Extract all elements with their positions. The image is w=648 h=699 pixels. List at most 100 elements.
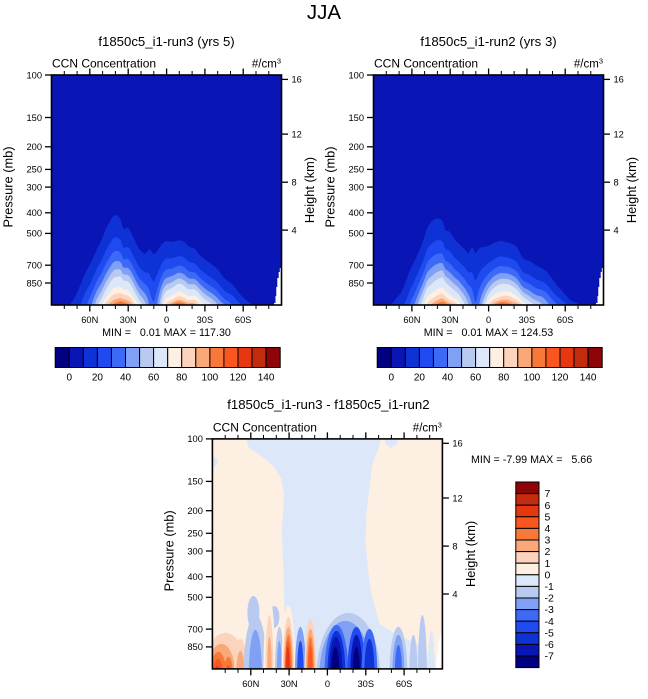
svg-text:Pressure (mb): Pressure (mb) — [1, 146, 16, 227]
svg-text:200: 200 — [348, 142, 364, 152]
svg-text:140: 140 — [258, 373, 275, 384]
svg-text:#/cm3: #/cm3 — [413, 420, 442, 434]
svg-text:f1850c5_i1-run3 (yrs 5): f1850c5_i1-run3 (yrs 5) — [98, 34, 234, 49]
svg-text:30N: 30N — [281, 679, 298, 689]
svg-text:60: 60 — [470, 373, 482, 384]
svg-text:-7: -7 — [545, 651, 554, 663]
svg-text:#/cm3: #/cm3 — [574, 57, 603, 71]
svg-text:0: 0 — [325, 679, 330, 689]
svg-text:60S: 60S — [396, 679, 413, 689]
svg-text:12: 12 — [292, 129, 302, 139]
svg-text:400: 400 — [348, 208, 364, 218]
svg-text:300: 300 — [26, 182, 42, 192]
svg-text:CCN Concentration: CCN Concentration — [213, 420, 317, 434]
svg-text:500: 500 — [26, 229, 42, 239]
svg-text:0: 0 — [389, 373, 395, 384]
svg-text:700: 700 — [187, 624, 203, 634]
svg-text:100: 100 — [26, 70, 42, 80]
svg-text:5: 5 — [545, 511, 551, 523]
svg-text:60N: 60N — [403, 315, 420, 325]
svg-text:JJA: JJA — [307, 1, 342, 24]
svg-text:16: 16 — [292, 75, 302, 85]
svg-text:120: 120 — [552, 373, 569, 384]
svg-text:30S: 30S — [358, 679, 375, 689]
svg-text:200: 200 — [187, 506, 203, 516]
svg-text:60S: 60S — [557, 315, 574, 325]
svg-text:500: 500 — [348, 229, 364, 239]
svg-text:30S: 30S — [197, 315, 214, 325]
svg-text:0: 0 — [486, 315, 491, 325]
svg-text:8: 8 — [292, 178, 297, 188]
svg-text:Height (km): Height (km) — [624, 157, 639, 223]
svg-text:8: 8 — [614, 178, 619, 188]
svg-text:40: 40 — [442, 373, 454, 384]
svg-text:250: 250 — [348, 165, 364, 175]
svg-text:MIN = -7.99 MAX = 5.66: MIN = -7.99 MAX = 5.66 — [471, 454, 592, 466]
svg-text:80: 80 — [498, 373, 510, 384]
svg-text:60N: 60N — [81, 315, 98, 325]
svg-text:Height (km): Height (km) — [302, 157, 317, 223]
svg-text:20: 20 — [92, 373, 104, 384]
svg-text:-3: -3 — [545, 604, 554, 616]
svg-text:250: 250 — [187, 529, 203, 539]
svg-text:0: 0 — [164, 315, 169, 325]
svg-text:150: 150 — [187, 477, 203, 487]
svg-text:30N: 30N — [442, 315, 459, 325]
svg-text:100: 100 — [524, 373, 541, 384]
svg-text:f1850c5_i1-run2 (yrs 3): f1850c5_i1-run2 (yrs 3) — [420, 34, 556, 49]
svg-text:40: 40 — [120, 373, 132, 384]
svg-text:140: 140 — [580, 373, 597, 384]
svg-text:300: 300 — [187, 546, 203, 556]
svg-text:850: 850 — [348, 278, 364, 288]
svg-text:12: 12 — [614, 129, 624, 139]
svg-text:4: 4 — [614, 225, 619, 235]
svg-text:-5: -5 — [545, 627, 554, 639]
svg-text:1: 1 — [545, 558, 551, 570]
svg-text:250: 250 — [26, 165, 42, 175]
svg-text:-1: -1 — [545, 581, 554, 593]
svg-text:-4: -4 — [545, 616, 554, 628]
svg-text:3: 3 — [545, 535, 551, 547]
svg-text:850: 850 — [26, 278, 42, 288]
svg-text:300: 300 — [348, 182, 364, 192]
svg-text:200: 200 — [26, 142, 42, 152]
svg-text:700: 700 — [348, 261, 364, 271]
svg-text:8: 8 — [452, 541, 457, 551]
svg-text:120: 120 — [230, 373, 247, 384]
svg-text:Pressure (mb): Pressure (mb) — [161, 510, 176, 591]
svg-text:16: 16 — [614, 75, 624, 85]
svg-text:400: 400 — [187, 572, 203, 582]
svg-text:Height (km): Height (km) — [463, 521, 478, 587]
svg-text:#/cm3: #/cm3 — [252, 57, 281, 71]
svg-text:4: 4 — [452, 589, 457, 599]
svg-text:-6: -6 — [545, 639, 554, 651]
svg-text:60S: 60S — [235, 315, 252, 325]
svg-text:4: 4 — [292, 225, 297, 235]
svg-text:16: 16 — [452, 439, 462, 449]
svg-text:20: 20 — [414, 373, 426, 384]
svg-text:0: 0 — [545, 569, 551, 581]
svg-text:100: 100 — [187, 434, 203, 444]
svg-text:60N: 60N — [242, 679, 259, 689]
svg-text:850: 850 — [187, 642, 203, 652]
svg-text:CCN Concentration: CCN Concentration — [52, 57, 156, 71]
svg-text:150: 150 — [26, 113, 42, 123]
svg-text:f1850c5_i1-run3 - f1850c5_i1-r: f1850c5_i1-run3 - f1850c5_i1-run2 — [227, 397, 429, 412]
svg-text:700: 700 — [26, 261, 42, 271]
svg-text:MIN = 0.01 MAX = 117.30: MIN = 0.01 MAX = 117.30 — [102, 327, 231, 339]
svg-text:6: 6 — [545, 500, 551, 512]
svg-text:0: 0 — [67, 373, 73, 384]
svg-text:30S: 30S — [519, 315, 536, 325]
svg-text:2: 2 — [545, 546, 551, 558]
svg-text:4: 4 — [545, 523, 551, 535]
svg-text:MIN = 0.01 MAX = 124.53: MIN = 0.01 MAX = 124.53 — [424, 327, 554, 339]
svg-text:CCN Concentration: CCN Concentration — [374, 57, 478, 71]
svg-text:500: 500 — [187, 593, 203, 603]
svg-text:80: 80 — [176, 373, 188, 384]
svg-text:100: 100 — [202, 373, 219, 384]
svg-text:30N: 30N — [120, 315, 137, 325]
svg-text:100: 100 — [348, 70, 364, 80]
svg-text:150: 150 — [348, 113, 364, 123]
svg-text:-2: -2 — [545, 593, 554, 605]
svg-text:60: 60 — [148, 373, 160, 384]
